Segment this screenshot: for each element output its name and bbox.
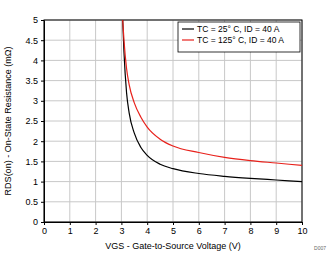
legend-swatch — [182, 28, 194, 29]
tick-label: 7 — [223, 226, 228, 236]
grid-line-y — [44, 201, 302, 202]
tick-label: 0.5 — [25, 197, 38, 207]
tick: 3.5 — [25, 76, 44, 86]
tick-label: 3 — [119, 226, 124, 236]
x-axis: 0 1 2 3 4 5 6 7 8 9 10 — [42, 222, 308, 236]
tick-label: 3.5 — [25, 76, 38, 86]
tick: 2 — [94, 222, 99, 236]
tick-label: 2.5 — [25, 116, 38, 126]
tick-label: 8 — [248, 226, 253, 236]
grid-line-y — [44, 100, 302, 101]
grid-line-y — [44, 121, 302, 122]
legend-box — [178, 22, 300, 52]
tick: 4 — [145, 222, 150, 236]
series-line — [123, 20, 302, 182]
tick-label: 0 — [33, 217, 38, 227]
tick-label: 3 — [33, 96, 38, 106]
grid-line-y — [44, 141, 302, 142]
tick: 2 — [33, 137, 44, 147]
tick: 3 — [119, 222, 124, 236]
tick: 1 — [68, 222, 73, 236]
tick-label: 10 — [297, 226, 307, 236]
grid-line-y — [44, 181, 302, 182]
tick-label: 0 — [42, 226, 47, 236]
tick-label: 5 — [33, 15, 38, 25]
tick-label: 2 — [33, 137, 38, 147]
tick-label: 2 — [94, 226, 99, 236]
tick: 0.5 — [25, 197, 44, 207]
legend-label: TC = 25° C, ID = 40 A — [197, 24, 280, 34]
grid-line-y — [44, 60, 302, 61]
x-axis-title: VGS - Gate-to-Source Voltage (V) — [105, 241, 241, 251]
plot: 0 1 2 3 4 5 6 7 8 9 10 0 0.5 1 1.5 2 2.5 3 3.5 4 4.5 5 TC = 25… — [25, 15, 307, 236]
tick: 8 — [248, 222, 253, 236]
legend-label: TC = 125° C, ID = 40 A — [197, 35, 284, 45]
tick: 4 — [33, 56, 44, 66]
legend-swatch — [182, 39, 194, 40]
series-group — [123, 20, 302, 182]
tick: 5 — [171, 222, 176, 236]
tick: 10 — [297, 222, 307, 236]
tick: 7 — [223, 222, 228, 236]
plot-frame — [44, 20, 302, 222]
y-axis: 0 0.5 1 1.5 2 2.5 3 3.5 4 4.5 5 — [25, 15, 44, 227]
tick-label: 5 — [171, 226, 176, 236]
tick-label: 6 — [197, 226, 202, 236]
tick-label: 1 — [68, 226, 73, 236]
tick: 2.5 — [25, 116, 44, 126]
tick-label: 4 — [33, 56, 38, 66]
tick: 4.5 — [25, 36, 44, 46]
grid-line-y — [44, 80, 302, 81]
tick-label: 9 — [274, 226, 279, 236]
annotation: D007 — [314, 245, 326, 251]
chart: 0 1 2 3 4 5 6 7 8 9 10 0 0.5 1 1.5 2 2.5 3 3.5 4 4.5 5 TC = 25… — [0, 0, 329, 254]
tick: 0 — [33, 217, 44, 227]
y-axis-title: RDS(on) - On-State Resistance (mΩ) — [3, 47, 13, 196]
tick: 3 — [33, 96, 44, 106]
tick: 0 — [42, 222, 47, 236]
tick-label: 1.5 — [25, 157, 38, 167]
tick: 6 — [197, 222, 202, 236]
series-line — [123, 20, 302, 165]
tick-label: 4 — [145, 226, 150, 236]
tick-label: 4.5 — [25, 36, 38, 46]
tick-label: 1 — [33, 177, 38, 187]
legend: TC = 25° C, ID = 40 ATC = 125° C, ID = 4… — [178, 22, 300, 52]
tick: 9 — [274, 222, 279, 236]
tick: 1.5 — [25, 157, 44, 167]
tick: 5 — [33, 15, 44, 25]
tick: 1 — [33, 177, 44, 187]
grid — [44, 20, 302, 222]
